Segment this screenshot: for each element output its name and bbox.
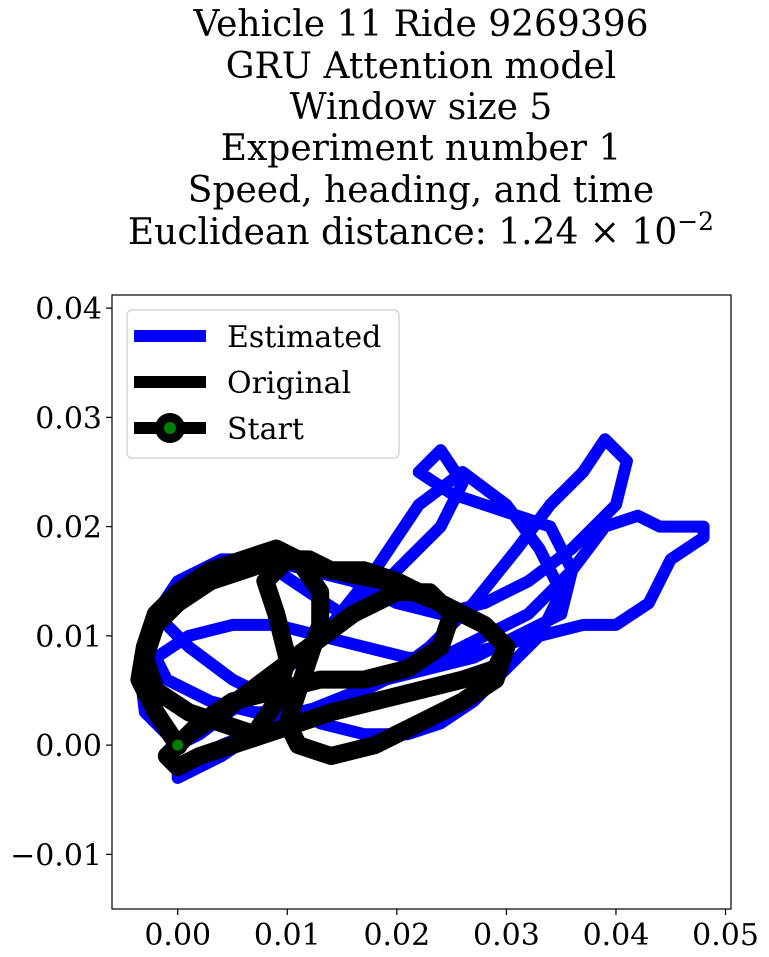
title-metric-mantissa: 1.24 (498, 212, 578, 253)
y-tick-label: 0.03 (35, 401, 102, 436)
y-tick-label: −0.01 (10, 838, 102, 873)
title-line-1: Vehicle 11 Ride 9269396 (192, 4, 648, 45)
title-metric-times: × (578, 212, 631, 253)
legend: Estimated Original Start (126, 309, 400, 459)
x-tick-label: 0.04 (583, 918, 650, 953)
y-tick-label: 0.04 (35, 292, 102, 327)
legend-item-start: Start (134, 412, 304, 447)
y-tick-label: 0.02 (35, 511, 102, 546)
legend-label: Estimated (227, 320, 381, 355)
plot-area (130, 433, 710, 784)
y-tick-label: 0.00 (35, 729, 102, 764)
x-axis-ticks: 0.00 0.01 0.02 0.03 0.04 0.05 (144, 909, 759, 953)
x-tick-label: 0.02 (363, 918, 430, 953)
title-line-2: GRU Attention model (226, 46, 616, 87)
title-metric-prefix: Euclidean distance: (128, 212, 498, 253)
legend-start-marker (164, 422, 176, 434)
x-tick-label: 0.05 (692, 918, 759, 953)
title-metric-exponent: −2 (677, 207, 714, 236)
legend-box (126, 309, 400, 459)
axes-frame (111, 294, 732, 910)
x-tick-label: 0.03 (473, 918, 540, 953)
series-original-line (130, 539, 516, 776)
title-line-3: Window size 5 (290, 87, 553, 128)
legend-label: Start (227, 412, 304, 447)
legend-item-original: Original (134, 366, 351, 401)
x-tick-label: 0.01 (254, 918, 321, 953)
title-line-4: Experiment number 1 (221, 128, 622, 169)
start-marker (172, 739, 184, 751)
legend-item-estimated: Estimated (134, 320, 381, 355)
title-line-5: Speed, heading, and time (188, 170, 654, 211)
x-tick-label: 0.00 (144, 918, 211, 953)
title-metric-base: 10 (631, 212, 677, 253)
start-marker-layer (167, 735, 188, 756)
series-layer (130, 433, 710, 784)
title-metric-line: Euclidean distance: 1.24 × 10−2 (128, 207, 714, 253)
y-tick-label: 0.01 (35, 620, 102, 655)
y-axis-ticks: −0.01 0.00 0.01 0.02 0.03 0.04 (10, 292, 112, 873)
legend-label: Original (227, 366, 351, 401)
